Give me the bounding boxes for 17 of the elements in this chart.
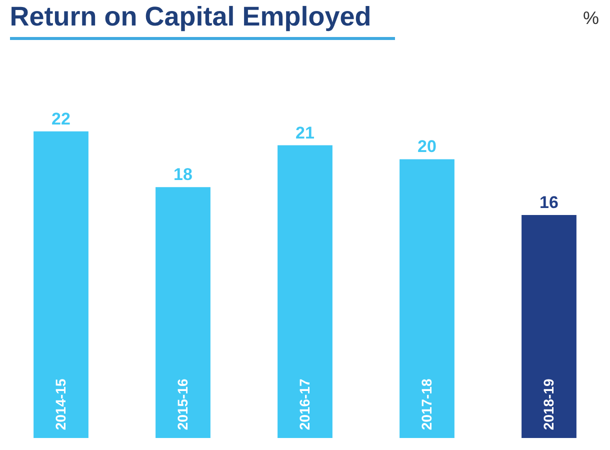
x-tick-label: 2018-19 [540,378,557,430]
bar [34,131,88,438]
data-label: 20 [418,137,436,156]
chart-title: Return on Capital Employed [10,2,372,32]
x-tick-label: 2015-16 [174,378,191,430]
bar [400,159,454,438]
data-label: 16 [540,192,558,212]
bar [522,214,576,438]
x-tick-label: 2014-15 [52,378,69,430]
x-tick-label: 2016-17 [296,378,313,430]
data-label: 22 [52,109,70,128]
data-label: 18 [174,165,192,184]
text: % [583,8,600,28]
x-tick-label: 2017-18 [418,378,435,430]
bar [156,187,210,438]
data-label: 21 [296,123,314,142]
bar [278,145,332,438]
